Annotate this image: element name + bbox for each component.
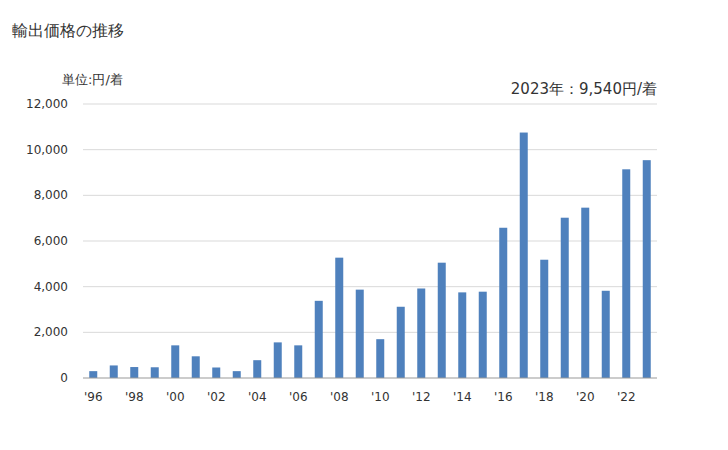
grid-line [83, 149, 657, 150]
x-tick-label: '98 [125, 390, 144, 404]
bar [212, 367, 220, 378]
bar [499, 228, 507, 378]
bar [171, 345, 179, 378]
bar [294, 345, 302, 378]
y-tick-label: 4,000 [34, 280, 68, 294]
x-tick-label: '18 [535, 390, 554, 404]
bar [581, 208, 589, 378]
unit-label: 単位:円/着 [62, 72, 123, 87]
bar [233, 371, 241, 378]
bar [376, 339, 384, 378]
bar [130, 367, 138, 378]
bar [561, 218, 569, 378]
x-tick-label: '10 [371, 390, 390, 404]
bar [110, 365, 118, 378]
bar [151, 367, 159, 378]
x-tick-label: '06 [289, 390, 308, 404]
x-tick-label: '02 [207, 390, 226, 404]
grid-line [83, 241, 657, 242]
x-axis [83, 378, 657, 379]
bar [520, 133, 528, 378]
y-tick-label: 6,000 [34, 234, 68, 248]
y-tick-label: 10,000 [26, 143, 68, 157]
y-tick-label: 8,000 [34, 188, 68, 202]
title: 輸出価格の推移 [12, 21, 124, 40]
bar [356, 290, 364, 378]
grid-line [83, 332, 657, 333]
y-tick-label: 2,000 [34, 325, 68, 339]
x-tick-label: '00 [166, 390, 185, 404]
grid-line [83, 286, 657, 287]
x-tick-label: '16 [494, 390, 513, 404]
bar [192, 356, 200, 378]
x-tick-label: '04 [248, 390, 267, 404]
bar [89, 371, 97, 378]
bar [458, 292, 466, 378]
annotation: 2023年：9,540円/着 [511, 80, 657, 98]
x-tick-label: '08 [330, 390, 349, 404]
grid-line [83, 104, 657, 105]
x-tick-label: '14 [453, 390, 472, 404]
bar [602, 291, 610, 378]
bar [335, 258, 343, 378]
y-tick-label: 0 [60, 371, 68, 385]
y-tick-label: 12,000 [26, 97, 68, 111]
bar [315, 301, 323, 378]
bar [540, 260, 548, 378]
bar [438, 263, 446, 378]
bar [622, 169, 630, 378]
x-tick-label: '22 [617, 390, 636, 404]
chart: 輸出価格の推移単位:円/着 2023年：9,540円/着 0 2,000 4,000 6,… [0, 0, 728, 450]
bars [89, 133, 651, 378]
bar [643, 160, 651, 378]
grid-line [83, 195, 657, 196]
x-tick-label: '20 [576, 390, 595, 404]
bar [479, 292, 487, 378]
bar [417, 288, 425, 378]
bar [397, 307, 405, 378]
x-tick-label: '12 [412, 390, 431, 404]
bar [253, 360, 261, 378]
bar [274, 342, 282, 378]
x-tick-label: '96 [84, 390, 103, 404]
